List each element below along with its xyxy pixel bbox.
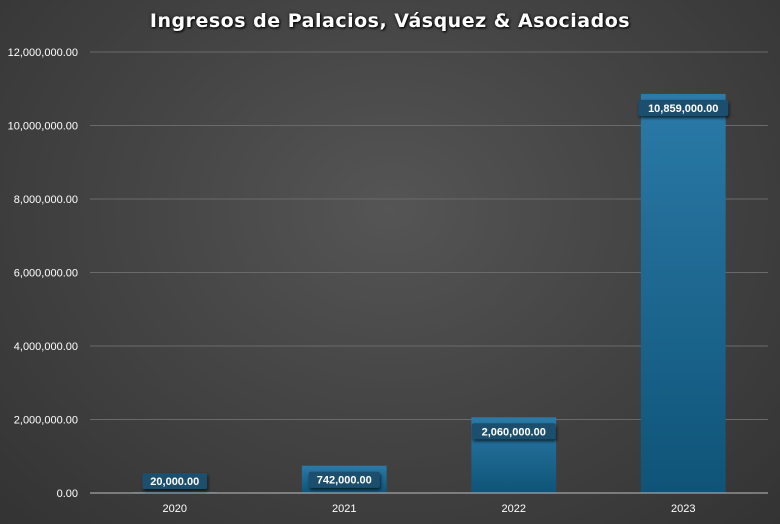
- data-label-box: [142, 473, 208, 489]
- data-labels: 20,000.00 742,000.00 2,060,000.00 10,859,00…: [142, 99, 729, 489]
- bar-2023: [640, 93, 726, 493]
- x-tick-label: 2022: [502, 503, 526, 515]
- y-tick-label: 6,000,000.00: [14, 268, 78, 280]
- data-label-box: [638, 99, 729, 116]
- y-tick-label: 8,000,000.00: [14, 194, 78, 206]
- bars: [132, 93, 726, 493]
- data-label: 742,000.00: [317, 475, 372, 487]
- x-axis: 2020 2021 2022 2023: [90, 492, 768, 515]
- y-tick-label: 2,000,000.00: [14, 415, 78, 427]
- data-label: 20,000.00: [150, 476, 199, 488]
- x-tick-label: 2021: [332, 503, 356, 515]
- data-label-box: [308, 471, 380, 488]
- x-tick-label: 2020: [163, 503, 187, 515]
- y-axis: 0.00 2,000,000.00 4,000,000.00 6,000,000.00…: [8, 47, 78, 500]
- x-tick-label: 2023: [671, 503, 695, 515]
- y-tick-label: 12,000,000.00: [8, 47, 78, 59]
- y-tick-label: 0.00: [57, 488, 78, 500]
- y-tick-label: 10,000,000.00: [8, 121, 78, 133]
- data-label: 2,060,000.00: [482, 426, 546, 438]
- data-label-box: [471, 423, 556, 440]
- chart-title: Ingresos de Palacios, Vásquez & Asociado…: [149, 10, 631, 32]
- y-tick-label: 4,000,000.00: [14, 341, 78, 353]
- data-label: 10,859,000.00: [648, 103, 718, 115]
